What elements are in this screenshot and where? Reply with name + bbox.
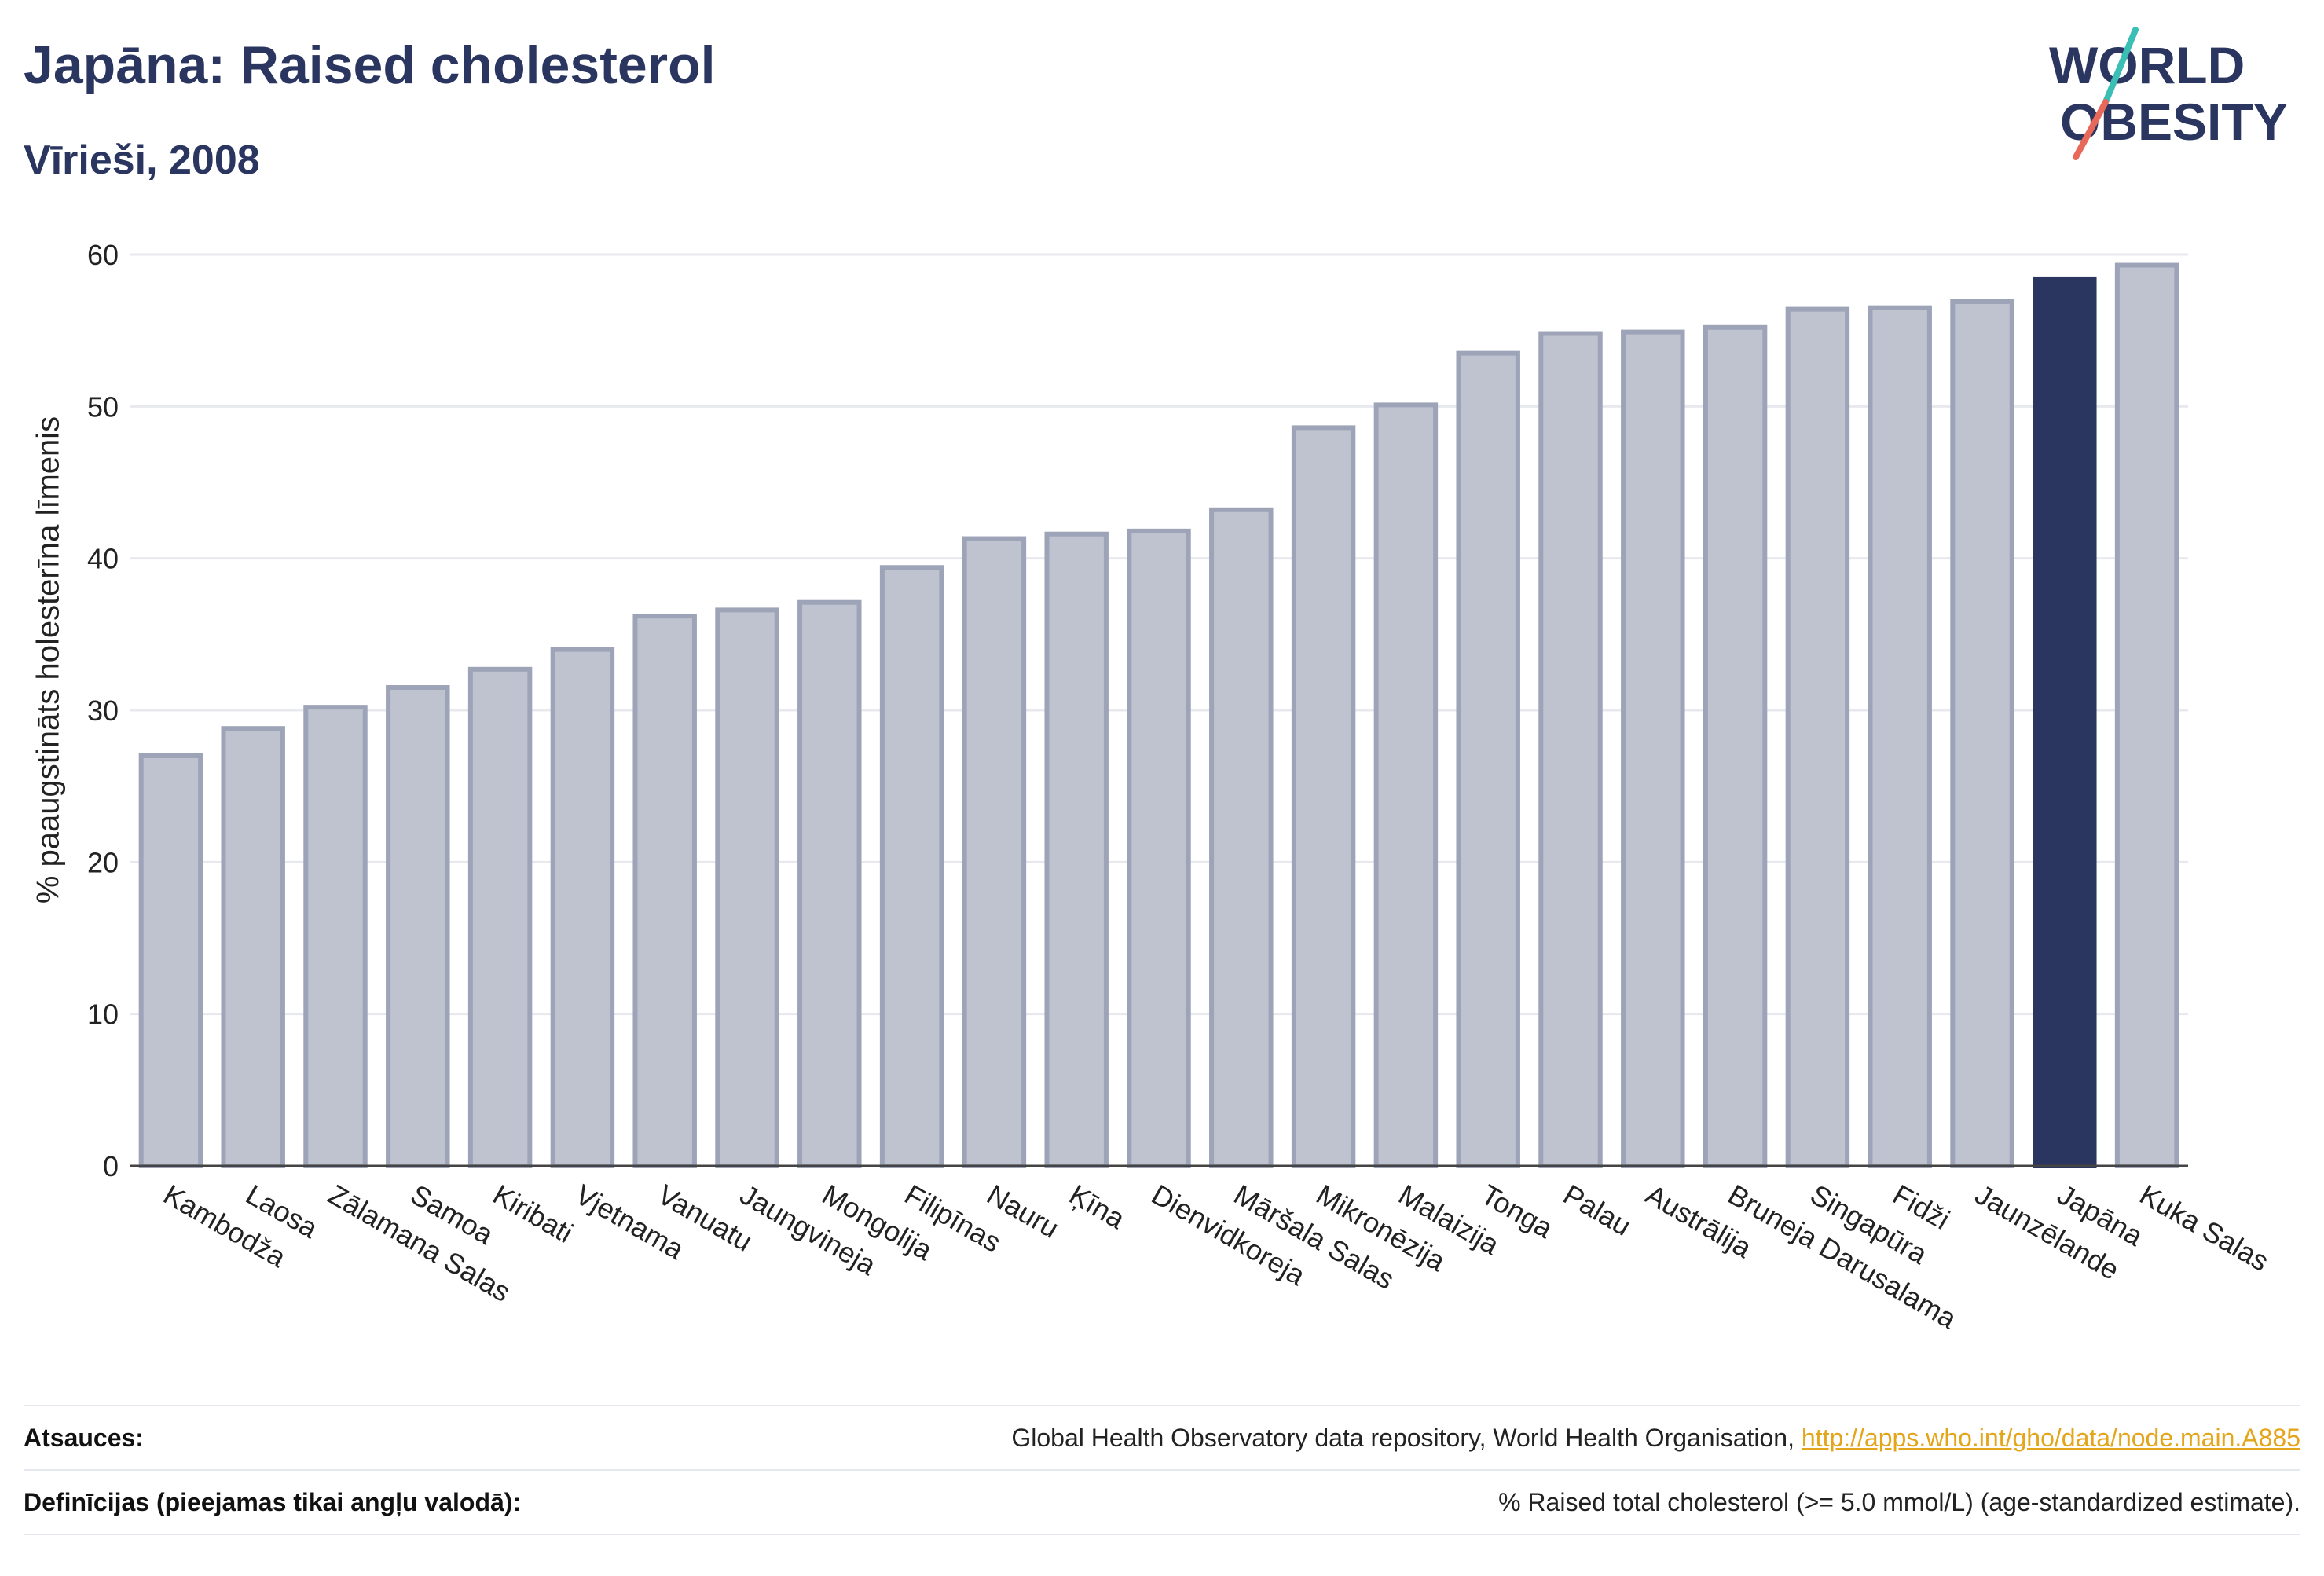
bar — [1785, 306, 1850, 1169]
bar — [1373, 402, 1439, 1168]
bar — [1209, 507, 1274, 1168]
bar — [1044, 531, 1109, 1168]
bar — [879, 565, 944, 1168]
logo-line1: WORLD — [2049, 36, 2245, 94]
y-tick-label: 60 — [87, 239, 119, 271]
y-tick-label: 30 — [87, 695, 119, 727]
x-tick-label: Kuka Salas — [2135, 1178, 2275, 1277]
bar — [797, 599, 862, 1168]
bar — [962, 536, 1027, 1168]
bar — [1621, 329, 1685, 1169]
sources-value: Global Health Observatory data repositor… — [1011, 1424, 2300, 1453]
chart-title: Japāna: Raised cholesterol — [24, 35, 716, 95]
x-tick-label: Kiribati — [488, 1178, 579, 1249]
sources-text: Global Health Observatory data repositor… — [1011, 1423, 1802, 1452]
definitions-label: Definīcijas (pieejamas tikai angļu valod… — [24, 1487, 522, 1516]
bar — [467, 666, 533, 1168]
bar — [138, 753, 203, 1168]
bar — [1950, 299, 2014, 1168]
bar — [386, 685, 450, 1168]
world-obesity-logo: WORLD OBESITY — [2049, 27, 2288, 160]
bar — [2033, 276, 2097, 1168]
bar — [550, 647, 615, 1168]
sources-label: Atsauces: — [24, 1423, 144, 1452]
logo-slash-top — [2102, 27, 2139, 105]
bar — [1538, 331, 1603, 1168]
definitions-row: Definīcijas (pieejamas tikai angļu valod… — [24, 1469, 2300, 1535]
y-tick-label: 0 — [103, 1150, 119, 1182]
bar — [221, 726, 285, 1168]
bar — [632, 614, 697, 1168]
bar — [1703, 324, 1768, 1168]
bar — [1291, 425, 1356, 1168]
bar — [715, 607, 779, 1168]
y-tick-label: 50 — [87, 390, 119, 423]
x-tick-label: Ķīna — [1064, 1178, 1131, 1235]
y-tick-label: 20 — [87, 846, 119, 878]
bar — [1868, 305, 1932, 1169]
bar — [1127, 528, 1191, 1168]
chart-subtitle: Vīrieši, 2008 — [24, 137, 260, 183]
sources-row: Atsauces: Global Health Observatory data… — [24, 1405, 2300, 1469]
logo-slash-bottom — [2073, 99, 2109, 160]
y-tick-label: 40 — [87, 543, 119, 575]
bar — [303, 705, 368, 1168]
x-tick-label: Palau — [1558, 1178, 1637, 1242]
sources-link[interactable]: http://apps.who.int/gho/data/node.main.A… — [1801, 1423, 2300, 1452]
y-tick-label: 10 — [87, 999, 119, 1031]
bar — [1456, 350, 1520, 1169]
bar — [2114, 262, 2179, 1168]
definitions-text: % Raised total cholesterol (>= 5.0 mmol/… — [1498, 1487, 2300, 1516]
footer: Atsauces: Global Health Observatory data… — [24, 1405, 2300, 1535]
